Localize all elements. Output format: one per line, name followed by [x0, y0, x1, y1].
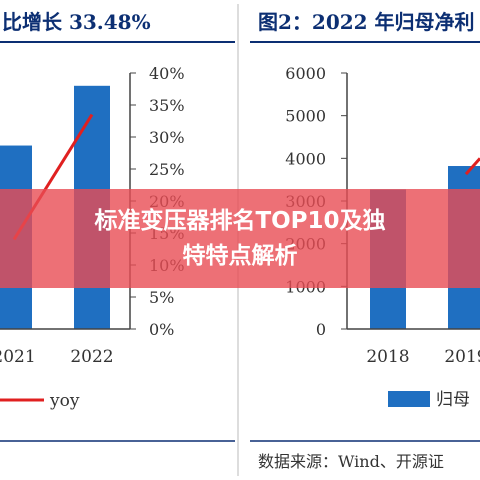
- left-ytick-label: 35%: [149, 96, 185, 115]
- right-ytick-label: 4000: [285, 149, 326, 168]
- left-chart-title: 比增长 33.48%: [2, 10, 151, 34]
- left-ytick-label: 5%: [149, 288, 174, 307]
- right-legend: 归母: [388, 390, 470, 410]
- left-legend: yoy: [0, 391, 80, 411]
- title-overlay-banner: 标准变压器排名TOP10及独 特特点解析: [0, 189, 480, 288]
- right-x-ticks: 2018 2019: [366, 347, 480, 367]
- overlay-title-line-2: 特特点解析: [182, 242, 298, 269]
- left-ytick-label: 25%: [149, 160, 185, 179]
- left-ytick-label: 0%: [149, 320, 174, 339]
- right-xtick-label: 2018: [366, 347, 409, 367]
- right-source-note: 数据来源：Wind、开源证: [258, 452, 444, 471]
- right-ytick-label: 5000: [285, 107, 326, 126]
- left-ytick-label: 40%: [149, 64, 185, 83]
- left-xtick-label: 2022: [70, 347, 113, 367]
- left-legend-label: yoy: [49, 391, 80, 411]
- right-legend-label: 归母: [436, 390, 470, 410]
- right-legend-swatch: [388, 391, 430, 407]
- right-trend-line: [464, 157, 480, 176]
- left-x-ticks: 2021 2022: [0, 347, 114, 367]
- right-xtick-label: 2019: [444, 347, 480, 367]
- right-ytick-label: 6000: [285, 64, 326, 83]
- left-xtick-label: 2021: [0, 347, 36, 367]
- overlay-title-line-1: 标准变压器排名TOP10及独: [94, 207, 386, 234]
- right-chart-title: 图2：2022 年归母净利: [258, 10, 475, 34]
- right-ytick-label: 0: [316, 320, 326, 339]
- left-ytick-label: 30%: [149, 128, 185, 147]
